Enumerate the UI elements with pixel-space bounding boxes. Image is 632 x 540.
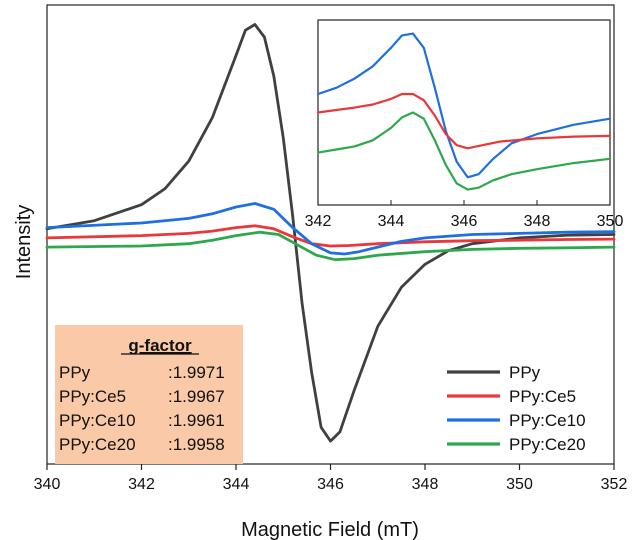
legend-label-ppy-ce10: PPy:Ce10 <box>509 411 586 430</box>
x-tick-label: 344 <box>223 476 250 493</box>
series-line-ppy-ce20 <box>45 230 616 262</box>
gfactor-value: :1.9971 <box>168 363 225 382</box>
x-tick-label: 352 <box>601 476 628 493</box>
inset-series-group <box>316 32 612 191</box>
x-axis: 340 342 344 346 348 350 352 <box>34 464 628 493</box>
x-tick-label: 346 <box>317 476 344 493</box>
inset-series-line-ppy-ce10 <box>316 32 612 179</box>
series-line-ppy-ce10 <box>45 202 616 256</box>
x-tick-label: 350 <box>506 476 533 493</box>
inset-series-line-ppy-ce20 <box>316 111 612 191</box>
legend-label-ppy-ce20: PPy:Ce20 <box>509 435 586 454</box>
x-axis-title: Magnetic Field (mT) <box>241 519 419 540</box>
inset-x-axis: 342 344 346 348 350 <box>305 200 624 230</box>
legend-label-ppy: PPy <box>509 363 541 382</box>
y-axis-title: Intensity <box>13 205 35 279</box>
gfactor-value: :1.9958 <box>168 435 225 454</box>
x-tick-label: 342 <box>128 476 155 493</box>
inset-frame <box>317 19 611 206</box>
gfactor-title: g-factor <box>128 336 192 355</box>
inset-x-tick-label: 346 <box>451 213 478 230</box>
x-tick-label: 340 <box>34 476 61 493</box>
legend-label-ppy-ce5: PPy:Ce5 <box>509 387 576 406</box>
main-series-group <box>45 23 616 443</box>
inset-x-tick-label: 344 <box>378 213 405 230</box>
legend: PPy PPy:Ce5 PPy:Ce10 PPy:Ce20 <box>447 363 586 454</box>
gfactor-sample-label: PPy:Ce5 <box>59 387 126 406</box>
gfactor-value: :1.9961 <box>168 411 225 430</box>
inset-x-tick-label: 350 <box>597 213 624 230</box>
inset-x-tick-label: 342 <box>305 213 332 230</box>
gfactor-box <box>55 325 243 464</box>
x-tick-label: 348 <box>412 476 439 493</box>
gfactor-value: :1.9967 <box>168 387 225 406</box>
inset-x-tick-label: 348 <box>524 213 551 230</box>
gfactor-rows: PPy :1.9971 PPy:Ce5 :1.9967 PPy:Ce10 :1.9961 P… <box>59 363 225 454</box>
inset-series-line-ppy-ce5 <box>316 92 612 150</box>
series-line-ppy <box>45 23 616 443</box>
gfactor-sample-label: PPy:Ce20 <box>59 435 136 454</box>
gfactor-sample-label: PPy:Ce10 <box>59 411 136 430</box>
gfactor-sample-label: PPy <box>59 363 91 382</box>
